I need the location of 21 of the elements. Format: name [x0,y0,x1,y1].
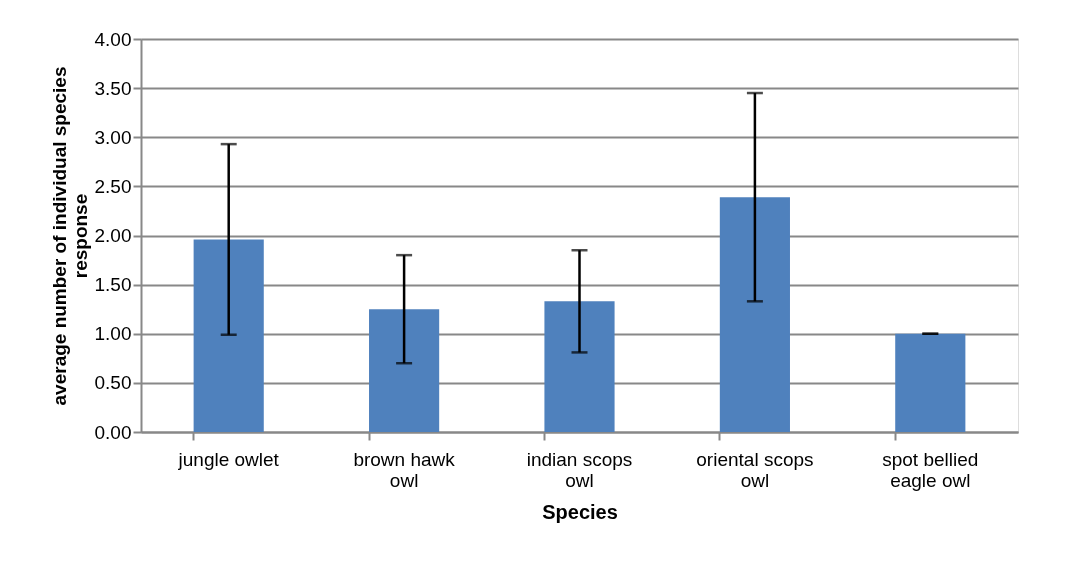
bar [193,239,264,432]
bar [544,301,615,432]
x-tick-label: brown hawk owl [353,448,456,491]
y-tick-label: 0.50 [94,372,132,394]
y-tick-label: 2.00 [94,225,132,246]
y-tick-label: 0.00 [94,421,132,443]
y-tick-label: 3.50 [94,77,132,99]
y-tick-label: 1.50 [94,274,132,296]
y-tick-label: 1.00 [94,323,132,345]
bar [719,197,790,432]
bar [895,333,966,432]
y-tick-label: 4.00 [94,28,132,50]
y-axis-title: average number of individual species response [48,66,91,406]
y-tick-label: 3.00 [94,126,132,148]
y-tick-label: 2.50 [94,175,132,197]
bar [369,309,440,432]
x-tick-label: jungle owlet [177,448,280,470]
x-tick-label: indian scops owl [526,448,633,491]
x-tick-label: oriental scops owl [696,448,814,491]
x-tick-label: spot bellied eagle owl [882,448,979,491]
x-axis-title: Species [542,500,618,523]
